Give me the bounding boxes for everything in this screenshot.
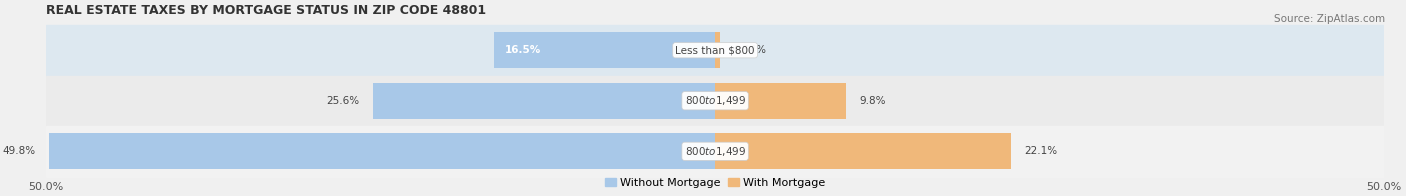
Text: Less than $800: Less than $800	[675, 45, 755, 55]
Text: $800 to $1,499: $800 to $1,499	[685, 94, 745, 107]
Text: 49.8%: 49.8%	[3, 146, 35, 156]
Text: 25.6%: 25.6%	[326, 96, 359, 106]
Text: 16.5%: 16.5%	[505, 45, 540, 55]
Text: Source: ZipAtlas.com: Source: ZipAtlas.com	[1274, 14, 1385, 24]
Bar	[495, 32, 716, 68]
Bar	[373, 83, 716, 119]
Bar	[49, 133, 716, 170]
Bar	[46, 75, 1385, 126]
Text: $800 to $1,499: $800 to $1,499	[685, 145, 745, 158]
Bar	[716, 32, 720, 68]
Text: 0.34%: 0.34%	[733, 45, 766, 55]
Bar	[716, 133, 1011, 170]
Bar	[716, 83, 846, 119]
Bar	[46, 25, 1385, 75]
Text: 9.8%: 9.8%	[859, 96, 886, 106]
Bar	[46, 126, 1385, 177]
Text: REAL ESTATE TAXES BY MORTGAGE STATUS IN ZIP CODE 48801: REAL ESTATE TAXES BY MORTGAGE STATUS IN …	[46, 4, 486, 17]
Legend: Without Mortgage, With Mortgage: Without Mortgage, With Mortgage	[600, 173, 830, 192]
Text: 22.1%: 22.1%	[1024, 146, 1057, 156]
